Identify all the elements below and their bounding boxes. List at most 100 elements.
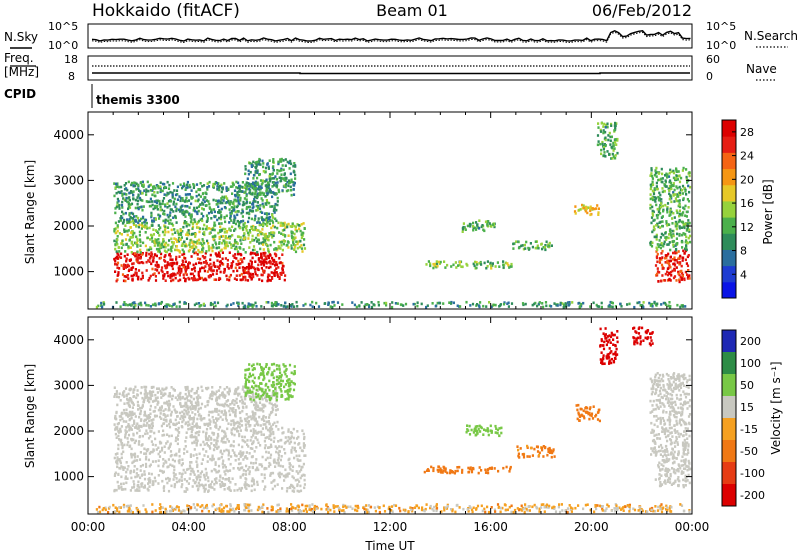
data-cell: [125, 243, 128, 246]
data-cell: [171, 278, 174, 282]
data-cell: [251, 272, 254, 276]
data-cell: [122, 197, 125, 200]
data-cell: [183, 252, 186, 256]
data-cell: [249, 415, 252, 418]
data-cell: [134, 439, 137, 443]
data-cell: [132, 223, 136, 226]
data-cell: [586, 206, 590, 209]
data-cell: [678, 212, 681, 216]
data-cell: [124, 431, 127, 435]
data-cell: [250, 278, 253, 281]
data-cell: [222, 466, 225, 469]
data-cell: [142, 261, 145, 265]
data-cell: [678, 256, 681, 259]
data-cell: [234, 266, 237, 270]
data-cell: [296, 242, 299, 246]
data-cell: [263, 446, 267, 450]
data-cell: [139, 409, 142, 413]
data-cell: [506, 262, 509, 265]
data-cell: [203, 417, 206, 420]
data-cell: [271, 219, 274, 222]
data-cell: [185, 273, 188, 276]
data-cell: [256, 250, 259, 254]
data-cell: [214, 468, 217, 472]
data-cell: [649, 241, 652, 245]
data-cell: [661, 172, 664, 176]
data-cell: [294, 450, 297, 453]
data-cell: [215, 443, 218, 446]
data-cell: [289, 468, 292, 471]
data-cell: [130, 202, 134, 206]
data-cell: [280, 167, 283, 171]
data-cell: [126, 218, 129, 221]
data-cell: [177, 279, 180, 283]
data-cell: [269, 205, 272, 208]
data-cell: [271, 195, 274, 199]
data-cell: [215, 407, 218, 411]
data-cell: [227, 201, 231, 205]
data-cell: [251, 477, 254, 480]
data-cell: [289, 185, 292, 189]
data-cell: [655, 272, 659, 276]
data-cell: [225, 400, 228, 403]
data-cell: [287, 241, 290, 244]
data-cell: [438, 301, 442, 305]
data-cell: [675, 169, 678, 172]
data-cell: [240, 190, 243, 193]
data-cell: [159, 185, 162, 188]
data-cell: [144, 396, 147, 400]
data-cell: [158, 243, 162, 247]
data-cell: [262, 433, 265, 436]
data-cell: [259, 163, 262, 166]
data-cell: [127, 423, 130, 426]
data-cell: [655, 203, 658, 207]
data-cell: [217, 445, 220, 449]
data-cell: [589, 209, 592, 213]
data-cell: [224, 432, 227, 435]
data-cell: [420, 302, 423, 306]
data-cell: [179, 199, 182, 203]
data-cell: [116, 238, 119, 241]
data-cell: [512, 242, 515, 246]
data-cell: [496, 261, 499, 264]
data-cell: [294, 177, 297, 180]
data-cell: [245, 181, 248, 184]
data-cell: [227, 199, 230, 203]
data-cell: [136, 389, 139, 392]
data-cell: [653, 301, 656, 305]
data-cell: [241, 181, 244, 184]
data-cell: [686, 255, 689, 259]
data-cell: [684, 190, 687, 193]
data-cell: [268, 219, 272, 222]
data-cell: [181, 415, 184, 418]
data-cell: [264, 485, 267, 488]
data-cell: [275, 425, 278, 428]
data-cell: [247, 305, 250, 308]
data-cell: [604, 136, 607, 140]
data-cell: [116, 229, 119, 233]
data-cell: [158, 202, 161, 206]
data-cell: [250, 489, 253, 493]
data-cell: [264, 260, 267, 264]
data-cell: [196, 439, 199, 443]
data-cell: [279, 379, 282, 382]
data-cell: [215, 199, 218, 202]
data-cell: [172, 241, 175, 244]
data-cell: [151, 450, 154, 454]
data-cell: [669, 185, 673, 188]
data-cell: [127, 269, 130, 273]
data-cell: [126, 412, 129, 416]
data-cell: [606, 125, 609, 129]
data-cell: [220, 229, 223, 232]
data-cell: [164, 221, 167, 224]
data-cell: [255, 467, 258, 471]
data-cell: [256, 480, 259, 484]
cpid-label: CPID: [4, 87, 36, 101]
data-cell: [679, 188, 682, 191]
data-cell: [265, 213, 269, 216]
data-cell: [182, 404, 186, 408]
colorbar-tick-label: 4: [740, 268, 747, 281]
data-cell: [164, 203, 167, 206]
data-cell: [217, 428, 220, 431]
data-cell: [189, 455, 192, 458]
